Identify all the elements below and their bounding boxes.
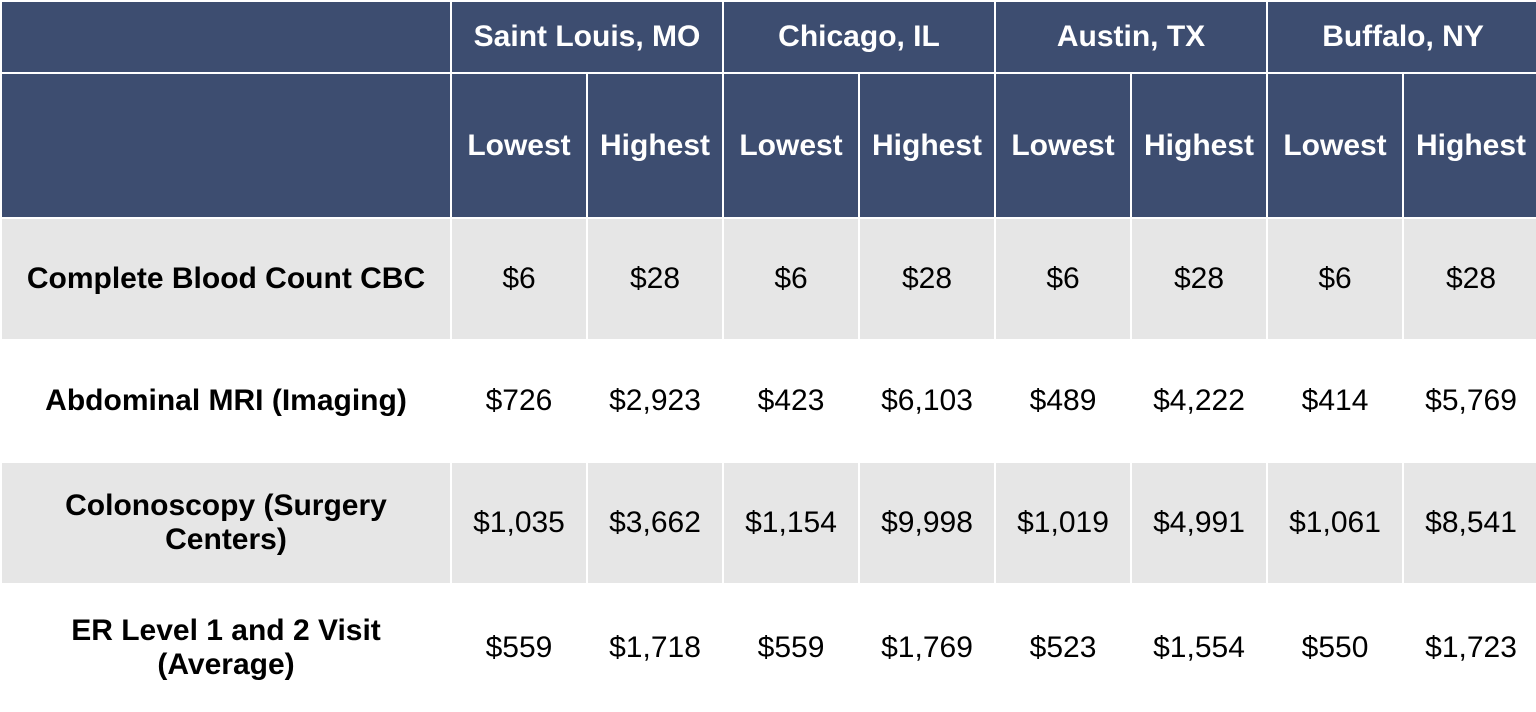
- subheader-row: Lowest Highest Lowest Highest Lowest Hig…: [0, 72, 1536, 219]
- price-cell: $28: [1402, 217, 1536, 341]
- subheader-highest: Highest: [1130, 72, 1269, 219]
- price-cell: $726: [450, 339, 588, 463]
- city-header: Buffalo, NY: [1266, 0, 1536, 74]
- price-cell: $1,554: [1130, 583, 1269, 712]
- price-cell: $6: [722, 217, 861, 341]
- price-cell: $8,541: [1402, 461, 1536, 585]
- city-header: Saint Louis, MO: [449, 0, 725, 74]
- subheader-lowest: Lowest: [994, 72, 1133, 219]
- corner-cell: [0, 72, 452, 219]
- subheader-highest: Highest: [585, 72, 725, 219]
- price-cell: $6: [1266, 217, 1405, 341]
- subheader-highest: Highest: [1402, 72, 1536, 219]
- table-row: Abdominal MRI (Imaging) $726 $2,923 $423…: [0, 339, 1536, 463]
- subheader-highest: Highest: [858, 72, 997, 219]
- subheader-lowest: Lowest: [1266, 72, 1405, 219]
- table-row: ER Level 1 and 2 Visit (Average) $559 $1…: [0, 583, 1536, 712]
- price-cell: $550: [1266, 583, 1405, 712]
- city-header: Chicago, IL: [722, 0, 997, 74]
- procedure-name: Complete Blood Count CBC: [0, 217, 452, 341]
- price-cell: $9,998: [858, 461, 997, 585]
- price-cell: $1,154: [722, 461, 861, 585]
- price-cell: $28: [585, 217, 725, 341]
- price-cell: $414: [1266, 339, 1405, 463]
- price-cell: $28: [858, 217, 997, 341]
- price-cell: $423: [722, 339, 861, 463]
- price-cell: $6: [994, 217, 1133, 341]
- procedure-name: Colonoscopy (Surgery Centers): [0, 461, 452, 585]
- price-cell: $28: [1130, 217, 1269, 341]
- price-cell: $1,769: [858, 583, 997, 712]
- price-cell: $523: [994, 583, 1133, 712]
- price-cell: $2,923: [585, 339, 725, 463]
- table-row: Complete Blood Count CBC $6 $28 $6 $28 $…: [0, 217, 1536, 341]
- price-cell: $1,061: [1266, 461, 1405, 585]
- price-cell: $559: [450, 583, 588, 712]
- price-cell: $6: [450, 217, 588, 341]
- price-cell: $5,769: [1402, 339, 1536, 463]
- procedure-name: ER Level 1 and 2 Visit (Average): [0, 583, 452, 712]
- city-header-row: Saint Louis, MO Chicago, IL Austin, TX B…: [0, 0, 1536, 74]
- price-cell: $4,222: [1130, 339, 1269, 463]
- price-cell: $559: [722, 583, 861, 712]
- price-cell: $4,991: [1130, 461, 1269, 585]
- price-cell: $489: [994, 339, 1133, 463]
- price-cell: $1,019: [994, 461, 1133, 585]
- corner-cell: [0, 0, 452, 74]
- subheader-lowest: Lowest: [722, 72, 861, 219]
- city-header: Austin, TX: [994, 0, 1269, 74]
- subheader-lowest: Lowest: [450, 72, 588, 219]
- price-cell: $1,718: [585, 583, 725, 712]
- price-cell: $1,723: [1402, 583, 1536, 712]
- price-cell: $6,103: [858, 339, 997, 463]
- price-cell: $1,035: [450, 461, 588, 585]
- price-cell: $3,662: [585, 461, 725, 585]
- procedure-name: Abdominal MRI (Imaging): [0, 339, 452, 463]
- table-row: Colonoscopy (Surgery Centers) $1,035 $3,…: [0, 461, 1536, 585]
